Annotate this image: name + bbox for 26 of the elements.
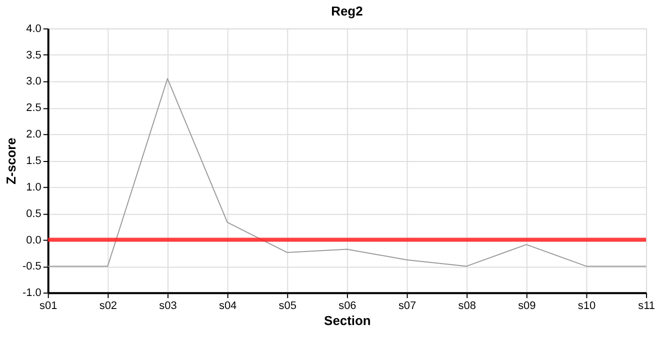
y-tick-label: -1.0 — [22, 287, 42, 300]
x-tick-label: s06 — [338, 300, 356, 312]
x-tick-label: s08 — [458, 300, 476, 312]
x-tick-label: s11 — [638, 300, 655, 312]
x-tick-label: s07 — [398, 300, 416, 312]
y-tick-label: 0.5 — [26, 208, 42, 220]
x-axis-title: Section — [324, 313, 371, 328]
x-tick-label: s05 — [278, 300, 296, 312]
y-axis-title: Z-score — [4, 138, 18, 184]
y-tick-label: 4.0 — [26, 22, 42, 35]
y-tick-label: 0.0 — [26, 234, 42, 246]
y-tick-label: 1.0 — [26, 181, 42, 194]
y-tick-label: -0.5 — [22, 260, 42, 273]
x-tick-label: s10 — [578, 300, 596, 312]
x-tick-label: s03 — [159, 300, 177, 312]
y-tick-label: 1.5 — [26, 155, 42, 168]
line-series — [47, 78, 647, 267]
y-tick-label: 2.0 — [26, 128, 42, 141]
y-tick-label: 3.5 — [26, 49, 42, 62]
x-tick-label: s04 — [218, 300, 237, 312]
x-tick-label: s09 — [518, 300, 536, 312]
chart-title: Reg2 — [331, 3, 363, 18]
x-tick-label: s02 — [99, 300, 118, 312]
y-tick-label: 2.5 — [26, 102, 42, 114]
x-tick-label: s01 — [40, 300, 58, 312]
y-tick-label: 3.0 — [26, 76, 42, 88]
